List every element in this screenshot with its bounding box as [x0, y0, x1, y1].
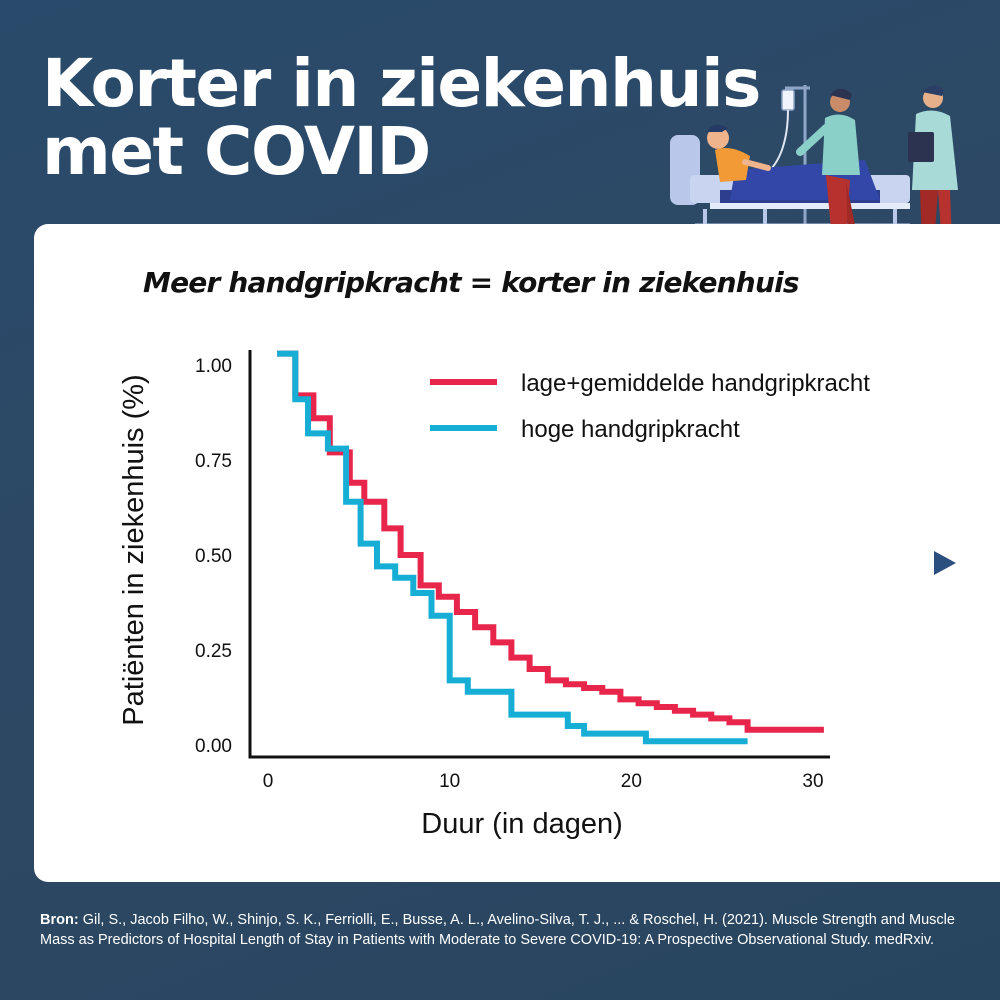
y-tick-label: 1.00: [195, 356, 232, 377]
x-tick-label: 30: [802, 771, 823, 792]
y-tick-label: 0.75: [195, 451, 232, 472]
chart-title: Meer handgripkracht = korter in ziekenhu…: [143, 266, 800, 299]
page-title-line-1: Korter in ziekenhuis: [42, 45, 761, 122]
y-tick-label: 0.50: [195, 546, 232, 567]
series-lines: [277, 350, 824, 745]
source-citation: Bron: Gil, S., Jacob Filho, W., Shinjo, …: [40, 910, 960, 950]
page-title: Korter in ziekenhuis met COVID: [42, 45, 761, 190]
x-tick-label: 0: [263, 771, 274, 792]
y-axis-label: Patiënten in ziekenhuis (%): [118, 374, 150, 725]
y-tick-label: 0.00: [195, 736, 232, 757]
y-tick-labels: 0.00 0.25 0.50 0.75 1.00: [195, 356, 232, 757]
x-axis-label: Duur (in dagen): [421, 808, 623, 840]
page-title-line-2: met COVID: [42, 113, 431, 190]
x-tick-label: 20: [621, 771, 642, 792]
series-line-low-medium: [277, 350, 824, 733]
source-label: Bron:: [40, 912, 79, 928]
legend-label: hoge handgripkracht: [521, 416, 740, 443]
legend: lage+gemiddelde handgripkracht hoge handg…: [430, 370, 870, 443]
chart-card: [34, 224, 1000, 882]
source-text: Gil, S., Jacob Filho, W., Shinjo, S. K.,…: [40, 912, 955, 948]
chart-axes: [248, 350, 830, 759]
series-line-high: [277, 350, 748, 745]
y-tick-label: 0.25: [195, 641, 232, 662]
x-tick-label: 10: [439, 771, 460, 792]
legend-label: lage+gemiddelde handgripkracht: [521, 370, 870, 397]
x-tick-labels: 0 10 20 30: [263, 771, 824, 792]
play-arrow-icon[interactable]: [930, 548, 958, 578]
